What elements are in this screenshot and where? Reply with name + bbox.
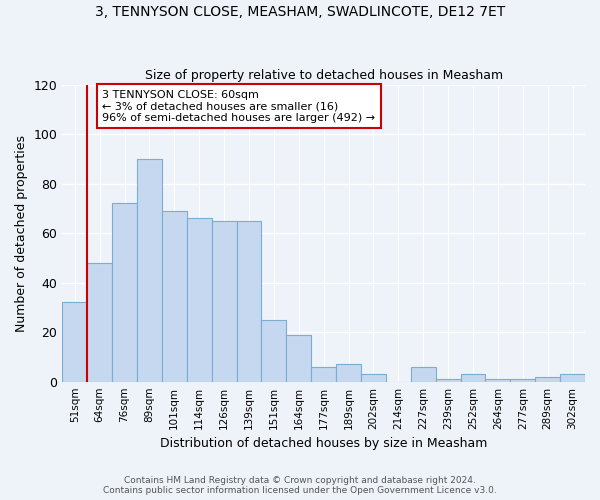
Bar: [436, 379, 461, 382]
Text: 3 TENNYSON CLOSE: 60sqm
← 3% of detached houses are smaller (16)
96% of semi-det: 3 TENNYSON CLOSE: 60sqm ← 3% of detached…: [102, 90, 375, 122]
Bar: [286, 334, 311, 382]
Bar: [560, 374, 585, 382]
Bar: [212, 220, 236, 382]
Bar: [187, 218, 212, 382]
Text: 3, TENNYSON CLOSE, MEASHAM, SWADLINCOTE, DE12 7ET: 3, TENNYSON CLOSE, MEASHAM, SWADLINCOTE,…: [95, 5, 505, 19]
Title: Size of property relative to detached houses in Measham: Size of property relative to detached ho…: [145, 69, 503, 82]
Bar: [511, 379, 535, 382]
Y-axis label: Number of detached properties: Number of detached properties: [15, 134, 28, 332]
X-axis label: Distribution of detached houses by size in Measham: Distribution of detached houses by size …: [160, 437, 487, 450]
Bar: [485, 379, 511, 382]
Bar: [535, 376, 560, 382]
Bar: [461, 374, 485, 382]
Bar: [62, 302, 87, 382]
Bar: [236, 220, 262, 382]
Bar: [411, 367, 436, 382]
Bar: [137, 159, 162, 382]
Bar: [361, 374, 386, 382]
Bar: [336, 364, 361, 382]
Bar: [162, 211, 187, 382]
Bar: [112, 204, 137, 382]
Bar: [262, 320, 286, 382]
Text: Contains HM Land Registry data © Crown copyright and database right 2024.
Contai: Contains HM Land Registry data © Crown c…: [103, 476, 497, 495]
Bar: [87, 263, 112, 382]
Bar: [311, 367, 336, 382]
